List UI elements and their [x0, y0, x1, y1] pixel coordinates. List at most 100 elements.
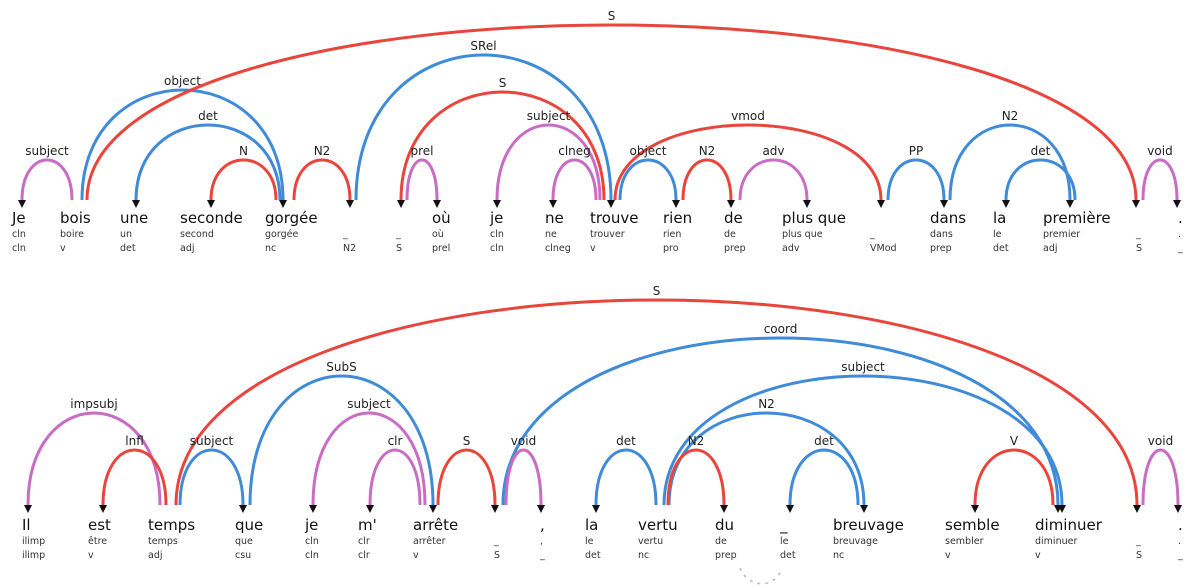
arc-label: adv: [762, 144, 784, 158]
dependency-arc-subject: [662, 374, 1064, 506]
dependency-arc-object: [80, 88, 285, 201]
token-lemma: cln: [490, 229, 504, 240]
dependency-arc-n2: [666, 448, 726, 506]
token-form: ,: [540, 516, 545, 534]
dependency-arc-lnfl: [101, 448, 168, 506]
dependency-arc-det: [134, 123, 282, 201]
dependency-arc-subject: [495, 123, 602, 201]
arrowhead-icon: [607, 200, 615, 208]
arrowhead-icon: [1133, 505, 1141, 513]
arrowhead-icon: [491, 505, 499, 513]
arc-label: N2: [1002, 109, 1019, 123]
amalgam-link: [739, 567, 783, 585]
token-pos: det: [993, 243, 1009, 254]
token-lemma: _: [493, 536, 499, 547]
token-form: _: [779, 516, 788, 535]
token-form: semble: [945, 516, 1000, 534]
token-form: diminuer: [1035, 516, 1103, 534]
token-lemma: diminuer: [1035, 536, 1077, 547]
dependency-arc-v: [973, 448, 1055, 506]
token-pos: adj: [1043, 243, 1058, 254]
token-pos: nc: [638, 550, 649, 561]
arrowhead-icon: [537, 505, 545, 513]
arc-label: N: [239, 144, 248, 158]
token-pos: adj: [180, 243, 195, 254]
token-lemma: le: [993, 229, 1002, 240]
token-pos: VMod: [870, 243, 897, 254]
token-lemma: de: [724, 229, 736, 240]
token-lemma: _: [395, 229, 401, 240]
arrowhead-icon: [940, 200, 948, 208]
arc-label: SRel: [470, 39, 496, 53]
token-pos: v: [590, 243, 596, 254]
token-form: breuvage: [833, 516, 904, 534]
dependency-arc-s: [436, 448, 497, 506]
dependency-arc-impsubj: [26, 411, 162, 506]
arc-label: S: [499, 76, 507, 90]
token-form: Je: [11, 209, 26, 227]
token-pos: pro: [663, 243, 679, 254]
arc-label: object: [630, 144, 667, 158]
token-pos: _: [1177, 550, 1183, 561]
dependency-arc-clneg: [551, 158, 598, 201]
token-form: une: [120, 209, 148, 227]
arrowhead-icon: [132, 200, 140, 208]
token-form: dans: [930, 209, 966, 227]
token-lemma: cln: [12, 229, 26, 240]
token-form: trouve: [590, 209, 639, 227]
token-pos: adv: [782, 243, 800, 254]
dependency-arc-adv: [738, 158, 809, 201]
token-pos: det: [585, 550, 601, 561]
arc-label: object: [164, 74, 201, 88]
token-pos: N2: [343, 243, 356, 254]
arc-label: impsubj: [70, 397, 117, 411]
token-pos: S: [1136, 550, 1142, 561]
token-pos: cln: [305, 550, 319, 561]
arrowhead-icon: [309, 505, 317, 513]
token-pos: S: [396, 243, 402, 254]
token-lemma: dans: [930, 229, 953, 240]
token-lemma: ilimp: [22, 536, 45, 547]
token-lemma: breuvage: [833, 536, 878, 547]
token-pos: v: [88, 550, 94, 561]
arrowhead-icon: [786, 505, 794, 513]
arc-label: N2: [699, 144, 716, 158]
token-lemma: être: [88, 536, 107, 547]
arc-label: vmod: [731, 109, 765, 123]
arc-label: clneg: [558, 144, 591, 158]
token-form: m': [358, 516, 377, 534]
token-pos: det: [120, 243, 136, 254]
arrowhead-icon: [1173, 200, 1181, 208]
token-pos: prep: [930, 243, 952, 254]
token-form: que: [235, 516, 263, 534]
arrowhead-icon: [433, 200, 441, 208]
arrowhead-icon: [672, 200, 680, 208]
token-pos: prep: [715, 550, 737, 561]
dependency-arc-det: [1004, 158, 1077, 201]
token-form: je: [489, 209, 503, 227]
arc-label: clr: [388, 434, 403, 448]
arrowhead-icon: [239, 505, 247, 513]
arrowhead-icon: [549, 200, 557, 208]
arc-label: coord: [764, 322, 798, 336]
arc-label: det: [1031, 144, 1051, 158]
arrowhead-icon: [877, 200, 885, 208]
arrowhead-icon: [971, 505, 979, 513]
dependency-arc-void: [504, 448, 543, 506]
token-lemma: où: [432, 229, 444, 240]
token-form: première: [1043, 209, 1111, 227]
dependency-arc-s: [85, 23, 1138, 201]
arrowhead-icon: [346, 200, 354, 208]
token-pos: v: [1035, 550, 1041, 561]
arc-label: subject: [190, 434, 234, 448]
token-pos: clneg: [545, 243, 571, 254]
dependency-arc-vmod: [613, 123, 883, 201]
token-pos: csu: [235, 550, 251, 561]
token-lemma: le: [585, 536, 594, 547]
arrowhead-icon: [727, 200, 735, 208]
token-form: je: [304, 516, 318, 534]
arrowhead-icon: [207, 200, 215, 208]
dependency-arc-subject: [20, 158, 74, 201]
token-form: de: [724, 209, 743, 227]
token-lemma: sembler: [945, 536, 984, 547]
